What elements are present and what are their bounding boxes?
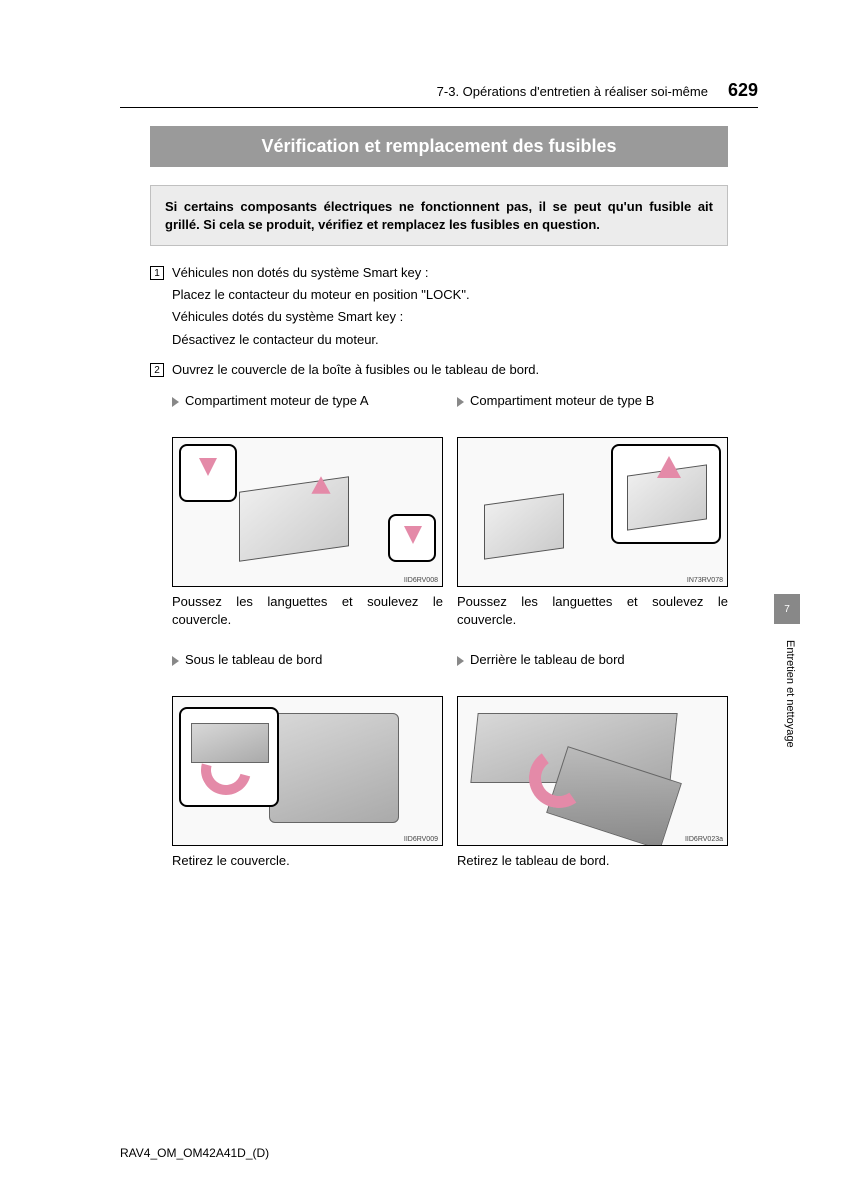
bullet-icon — [172, 656, 179, 666]
figure-caption: Poussez les languettes et soulevez le co… — [172, 593, 443, 628]
intro-box: Si certains composants électriques ne fo… — [150, 185, 728, 246]
header-rule — [120, 107, 758, 108]
step-line: Ouvrez le couvercle de la boîte à fusibl… — [172, 361, 728, 379]
step-text: Ouvrez le couvercle de la boîte à fusibl… — [172, 361, 728, 383]
figure-caption: Retirez le tableau de bord. — [457, 852, 728, 870]
step-line: Véhicules dotés du système Smart key : — [172, 308, 728, 326]
figure-heading: Sous le tableau de bord — [185, 652, 322, 667]
figure-id: IID6RV008 — [404, 577, 438, 584]
figure-cell-b: Compartiment moteur de type B IN73RV078 … — [457, 393, 728, 642]
step-line: Véhicules non dotés du système Smart key… — [172, 264, 728, 282]
footer-code: RAV4_OM_OM42A41D_(D) — [120, 1146, 269, 1160]
figure-behind-dashboard: IID6RV023a — [457, 696, 728, 846]
page-header: 7-3. Opérations d'entretien à réaliser s… — [120, 80, 758, 101]
figure-engine-type-a: IID6RV008 — [172, 437, 443, 587]
bullet-icon — [172, 397, 179, 407]
figure-cell-a: Compartiment moteur de type A IID6RV008 … — [172, 393, 443, 642]
step-line: Placez le contacteur du moteur en positi… — [172, 286, 728, 304]
figure-id: IID6RV023a — [685, 836, 723, 843]
page-number: 629 — [728, 80, 758, 101]
page-title: Vérification et remplacement des fusible… — [150, 126, 728, 167]
figure-cell-behind-dash: Derrière le tableau de bord IID6RV023a R… — [457, 652, 728, 884]
figure-row-1: Compartiment moteur de type A IID6RV008 … — [172, 393, 728, 642]
manual-page: 7-3. Opérations d'entretien à réaliser s… — [0, 0, 848, 924]
figure-heading: Derrière le tableau de bord — [470, 652, 625, 667]
step-line: Désactivez le contacteur du moteur. — [172, 331, 728, 349]
figure-row-2: Sous le tableau de bord IID6RV009 Retire… — [172, 652, 728, 884]
section-label: 7-3. Opérations d'entretien à réaliser s… — [437, 84, 708, 99]
figure-caption: Retirez le couvercle. — [172, 852, 443, 870]
chapter-label: Entretien et nettoyage — [784, 640, 796, 748]
step-number-icon: 1 — [150, 266, 164, 280]
bullet-icon — [457, 656, 464, 666]
step-text: Véhicules non dotés du système Smart key… — [172, 264, 728, 353]
chapter-number: 7 — [784, 604, 790, 615]
figure-engine-type-b: IN73RV078 — [457, 437, 728, 587]
figure-heading: Compartiment moteur de type A — [185, 393, 369, 408]
bullet-icon — [457, 397, 464, 407]
figure-cell-under-dash: Sous le tableau de bord IID6RV009 Retire… — [172, 652, 443, 884]
steps-list: 1 Véhicules non dotés du système Smart k… — [150, 264, 728, 383]
step-2: 2 Ouvrez le couvercle de la boîte à fusi… — [150, 361, 728, 383]
step-1: 1 Véhicules non dotés du système Smart k… — [150, 264, 728, 353]
figure-caption: Poussez les languettes et soulevez le co… — [457, 593, 728, 628]
figure-id: IN73RV078 — [687, 577, 723, 584]
chapter-tab: 7 — [774, 594, 800, 624]
figure-id: IID6RV009 — [404, 836, 438, 843]
step-number-icon: 2 — [150, 363, 164, 377]
figure-heading: Compartiment moteur de type B — [470, 393, 654, 408]
figure-under-dashboard: IID6RV009 — [172, 696, 443, 846]
